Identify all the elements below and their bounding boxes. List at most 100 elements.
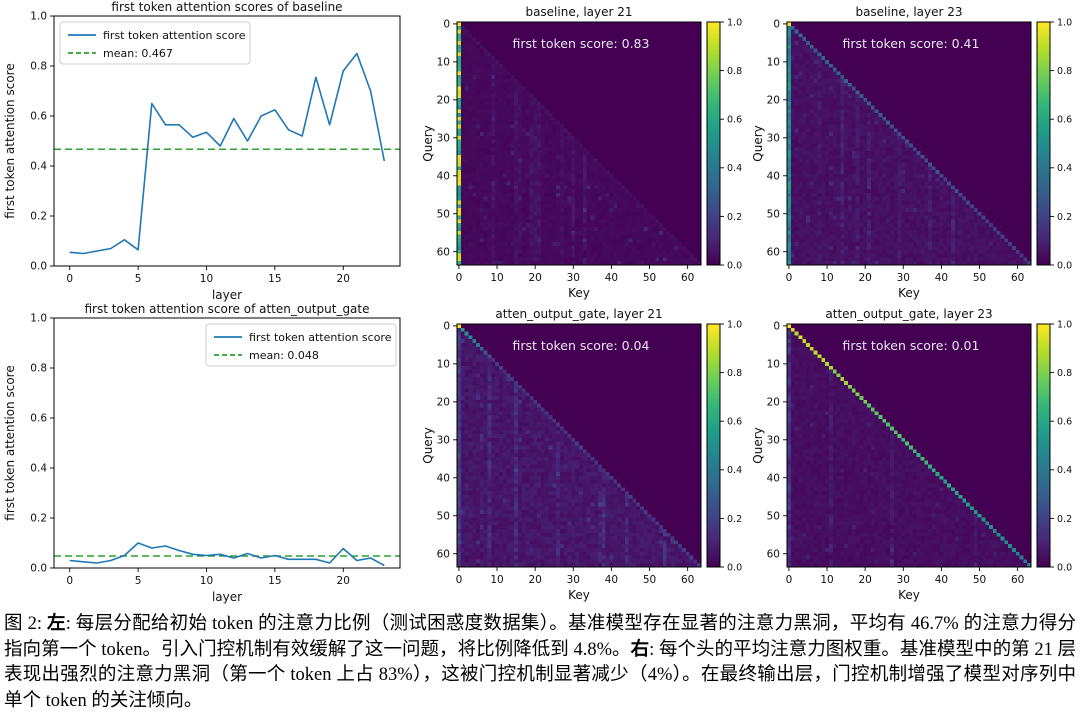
colorbar-frame [706,323,721,568]
plots-grid: 0 5 10 15 20 0.0 0.2 0.4 0.6 0.8 1.0 first token at… [0,0,1072,608]
query-tick-label: 0 [773,18,780,30]
colorbar-tick-label: 1.0 [727,17,742,28]
line-chart-atten-output-gate: 0 5 10 15 20 0.0 0.2 0.4 0.6 0.8 1.0 first token at… [0,302,420,608]
first-token-score-annotation: first token score: 0.04 [513,338,650,353]
colorbar-tick-label: 1.0 [1057,17,1072,28]
key-tick-label: 60 [681,574,694,586]
legend-entry-mean: mean: 0.048 [249,349,319,362]
key-tick-label: 30 [897,574,910,586]
y-tick-label: 0.6 [30,413,47,425]
x-tick-label: 5 [135,575,142,587]
query-tick-label: 50 [437,208,450,220]
y-axis-label: Query [421,125,435,161]
query-tick-label: 60 [437,548,450,560]
attention-score-line [69,52,386,255]
colorbar [1037,324,1050,567]
query-tick-label: 50 [437,510,450,522]
query-tick-label: 0 [773,320,780,332]
x-tick-label: 0 [66,575,73,587]
x-axis-label: Key [898,588,920,602]
caption-left-marker: 左 [46,614,66,634]
y-tick-label: 0.8 [30,363,47,375]
plot-title: atten_output_gate, layer 23 [825,307,992,321]
heatmap-frame [786,323,1032,568]
query-tick-label: 30 [767,434,780,446]
colorbar-frame [706,21,721,266]
key-tick-label: 0 [786,574,793,586]
key-tick-label: 40 [605,272,618,284]
line-chart-svg: 0 5 10 15 20 0.0 0.2 0.4 0.6 0.8 1.0 first token at… [3,0,401,302]
query-tick-label: 60 [767,246,780,258]
plot-title: first token attention score of atten_out… [84,302,369,316]
line-chart-svg: 0 5 10 15 20 0.0 0.2 0.4 0.6 0.8 1.0 first token at… [3,302,401,604]
query-tick-label: 60 [767,548,780,560]
query-tick-label: 50 [767,510,780,522]
colorbar-tick-label: 0.8 [1057,368,1072,379]
y-tick-label: 1.0 [30,313,47,325]
caption-figure-label: 图 2: [4,614,47,634]
heatmap-baseline-layer21: 0 0 10 10 20 20 30 30 40 40 50 50 60 60 1.0 0.8 0.6 0.4 0.… [420,0,750,302]
y-tick-label: 0.2 [30,211,47,223]
key-tick-label: 50 [643,574,656,586]
colorbar-tick-label: 0.2 [727,212,742,223]
x-axis-label: Key [568,286,590,300]
colorbar-tick-label: 0.4 [727,465,742,476]
key-tick-label: 40 [935,272,948,284]
query-tick-label: 10 [437,358,450,370]
y-tick-label: 0.0 [30,261,47,273]
y-axis-label: Query [421,427,435,463]
key-tick-label: 10 [820,272,833,284]
colorbar-tick-label: 0.0 [727,562,742,573]
colorbar-tick-label: 1.0 [1057,319,1072,330]
colorbar-tick-label: 0.4 [727,163,742,174]
line-chart-baseline: 0 5 10 15 20 0.0 0.2 0.4 0.6 0.8 1.0 first token at… [0,0,420,302]
y-tick-label: 0.2 [30,513,47,525]
key-tick-label: 40 [605,574,618,586]
key-tick-label: 30 [567,272,580,284]
heatmap-cells [457,22,701,265]
colorbar-tick-label: 0.8 [727,66,742,77]
query-tick-label: 10 [767,56,780,68]
heatmap-cells [457,324,701,567]
key-tick-label: 0 [786,272,793,284]
colorbar [707,22,720,265]
colorbar [707,324,720,567]
query-tick-label: 60 [437,246,450,258]
heatmap-frame [786,21,1032,266]
y-tick-label: 0.0 [30,563,47,575]
y-axis-label: Query [751,427,765,463]
colorbar-tick-label: 0.0 [1057,562,1072,573]
query-tick-label: 40 [767,170,780,182]
y-tick-label: 1.0 [30,11,47,23]
caption-right-marker: 右 [630,639,650,660]
query-tick-label: 40 [437,472,450,484]
query-tick-label: 0 [443,320,450,332]
colorbar-tick-label: 0.2 [1057,212,1072,223]
query-tick-label: 30 [437,132,450,144]
first-token-score-annotation: first token score: 0.83 [513,36,650,51]
x-axis-label: layer [212,288,242,302]
query-tick-label: 40 [767,472,780,484]
key-tick-label: 30 [567,574,580,586]
legend-entry-score: first token attention score [249,331,392,344]
query-tick-label: 50 [767,208,780,220]
query-tick-label: 0 [443,18,450,30]
query-tick-label: 20 [767,396,780,408]
x-tick-label: 5 [135,273,142,285]
key-tick-label: 60 [1011,272,1024,284]
colorbar-tick-label: 0.8 [1057,66,1072,77]
colorbar-tick-label: 0.8 [727,368,742,379]
colorbar-frame [1036,21,1051,266]
query-tick-label: 10 [437,56,450,68]
key-tick-label: 50 [973,272,986,284]
y-axis-label: first token attention score [3,63,17,218]
y-tick-label: 0.4 [30,463,47,475]
key-tick-label: 50 [973,574,986,586]
heatmap-gate-layer21: 0 0 10 10 20 20 30 30 40 40 50 50 60 60 1.0 0.8 0.6 0.4 0.… [420,302,750,608]
query-tick-label: 40 [437,170,450,182]
x-axis-label: Key [898,286,920,300]
query-tick-label: 20 [437,94,450,106]
colorbar [1037,22,1050,265]
key-tick-label: 20 [858,272,871,284]
query-tick-label: 30 [767,132,780,144]
